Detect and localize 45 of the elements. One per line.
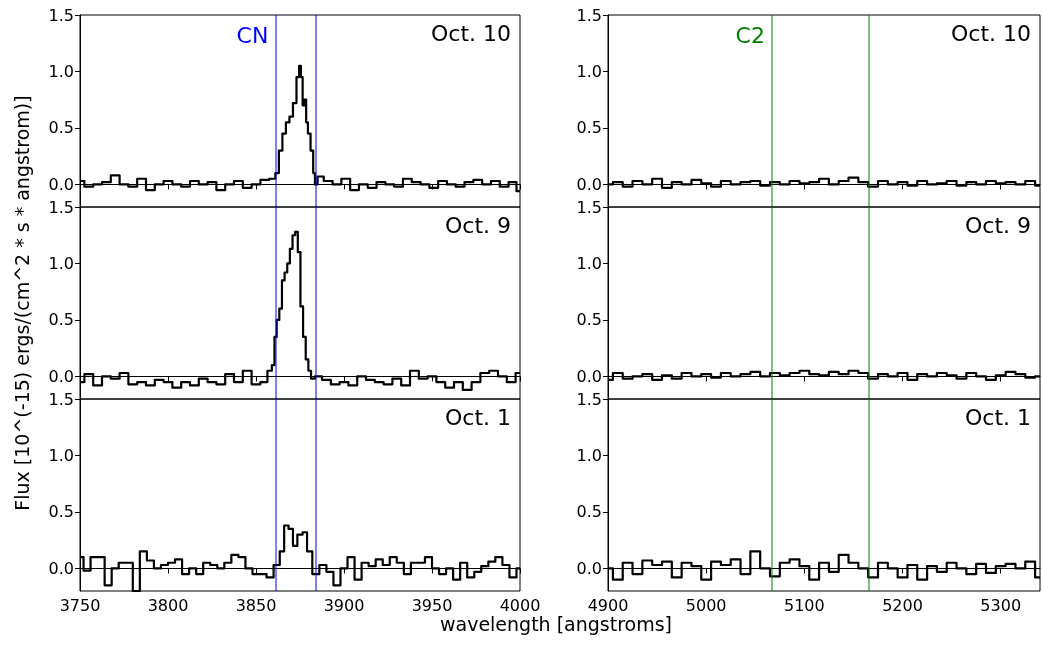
- x-tick-label: 5000: [685, 595, 727, 615]
- y-tick-label: 1.5: [576, 197, 602, 217]
- chart-title: Oct. 10: [950, 20, 1032, 46]
- x-tick-label: 5300: [980, 595, 1022, 615]
- y-tick-label: 1.5: [48, 389, 74, 409]
- y-tick-label: 1.0: [48, 445, 74, 465]
- chart-title: Oct. 1: [444, 404, 512, 430]
- x-tick-label: 3950: [411, 595, 453, 615]
- y-tick-label: 0.5: [576, 118, 602, 138]
- y-tick-label: 0.0: [48, 366, 74, 386]
- chart-title: Oct. 9: [964, 212, 1032, 238]
- x-tick-label: 5100: [784, 595, 825, 615]
- y-tick-label: 1.5: [48, 197, 74, 217]
- y-tick-label: 1.0: [576, 61, 602, 81]
- y-tick-label: 1.0: [576, 253, 602, 273]
- y-axis-title: Flux [10^(-15) ergs/(cm^2 * s * angstrom)]: [11, 95, 33, 511]
- x-tick-label: 3850: [235, 595, 277, 615]
- y-tick-label: 0.5: [48, 118, 74, 138]
- x-tick-label: 4000: [499, 595, 541, 615]
- chart-title: Oct. 1: [964, 404, 1032, 430]
- ref-line-label: C2: [735, 22, 765, 48]
- ref-line-label: CN: [236, 22, 269, 48]
- x-tick-label: 3750: [59, 595, 101, 615]
- y-tick-label: 1.5: [48, 5, 74, 25]
- chart-title: Oct. 10: [430, 20, 512, 46]
- y-tick-label: 1.0: [576, 445, 602, 465]
- y-tick-label: 1.5: [576, 5, 602, 25]
- x-tick-label: 4900: [587, 595, 629, 615]
- x-axis-title: wavelength [angstroms]: [439, 613, 673, 635]
- y-tick-label: 1.5: [576, 389, 602, 409]
- y-tick-label: 0.0: [576, 366, 602, 386]
- y-tick-label: 1.0: [48, 253, 74, 273]
- y-tick-label: 0.0: [576, 558, 602, 578]
- x-tick-label: 5200: [882, 595, 923, 615]
- chart-title: Oct. 9: [444, 212, 512, 238]
- y-tick-label: 0.5: [576, 310, 602, 330]
- x-tick-label: 3800: [147, 595, 189, 615]
- x-tick-label: 3900: [323, 595, 365, 615]
- y-tick-label: 0.0: [48, 558, 74, 578]
- y-tick-label: 1.0: [48, 61, 74, 81]
- y-tick-label: 0.5: [48, 310, 74, 330]
- y-tick-label: 0.0: [48, 174, 74, 194]
- y-tick-label: 0.0: [576, 174, 602, 194]
- y-tick-label: 0.5: [48, 502, 74, 522]
- y-tick-label: 0.5: [576, 502, 602, 522]
